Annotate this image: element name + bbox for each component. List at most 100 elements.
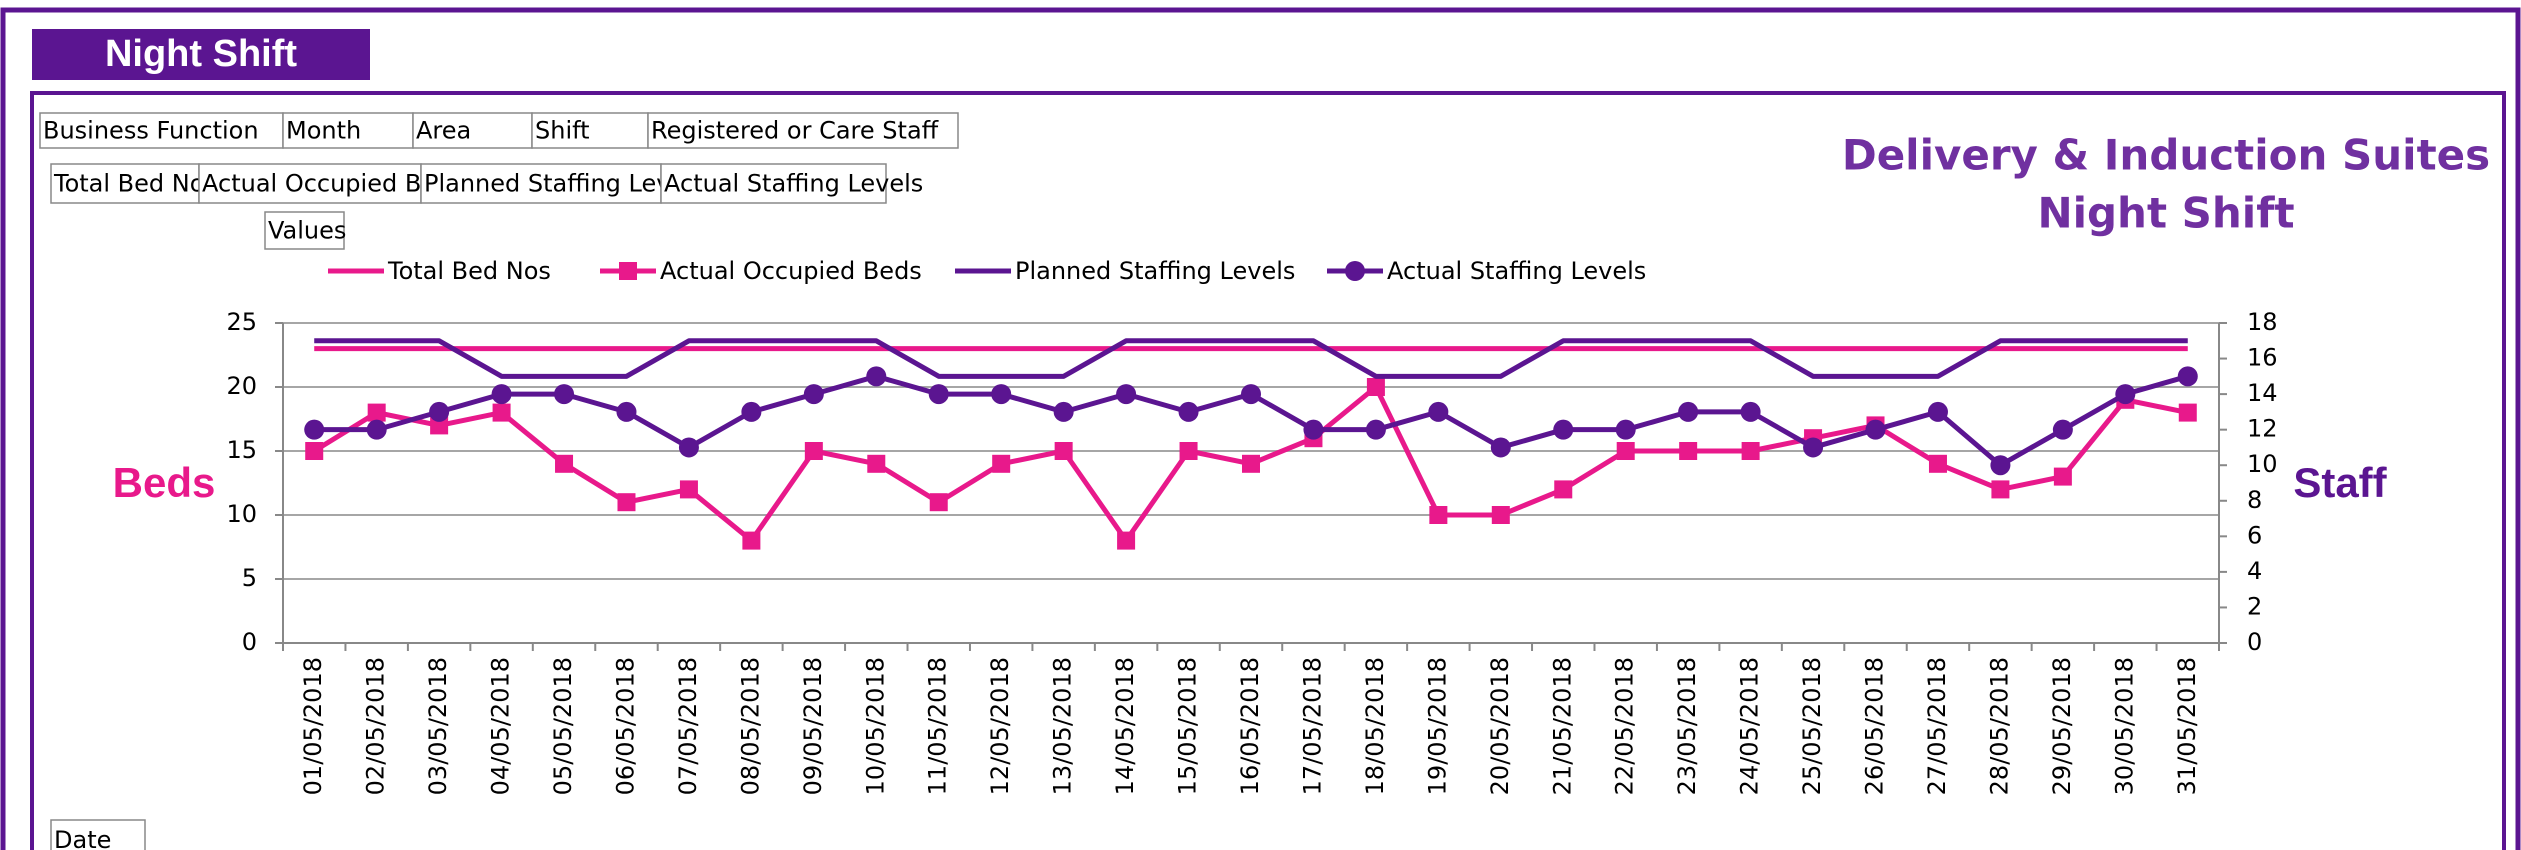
data-point <box>1053 401 1074 422</box>
data-point <box>555 454 574 473</box>
data-point <box>1740 401 1761 422</box>
x-tick-label: 16/05/2018 <box>1236 657 1264 795</box>
legend-label: Planned Staffing Levels <box>1015 257 1295 285</box>
data-point <box>1303 419 1324 440</box>
data-point <box>1365 419 1386 440</box>
data-point <box>1615 419 1636 440</box>
value-button <box>420 163 662 204</box>
x-tick-label: 14/05/2018 <box>1111 657 1139 795</box>
x-tick-label: 08/05/2018 <box>736 657 764 795</box>
data-point <box>367 403 386 422</box>
filter-button <box>647 112 959 149</box>
data-point <box>803 384 824 405</box>
value-button-label: Total Bed Nos <box>53 170 217 198</box>
axis-button <box>50 819 146 850</box>
x-tick-label: 12/05/2018 <box>986 657 1014 795</box>
x-tick-label: 11/05/2018 <box>924 657 952 795</box>
data-point <box>430 416 449 435</box>
data-point <box>1991 480 2010 499</box>
y2-tick-label: 0 <box>2247 628 2262 656</box>
x-tick-label: 10/05/2018 <box>861 657 889 795</box>
data-point <box>1242 454 1260 473</box>
data-point <box>742 531 761 550</box>
data-point <box>1241 384 1261 405</box>
data-point <box>429 401 450 422</box>
x-tick-label: 20/05/2018 <box>1486 657 1514 795</box>
data-point <box>617 493 636 512</box>
y-tick-label: 0 <box>242 628 257 656</box>
data-point <box>491 384 512 405</box>
data-point <box>1429 506 1448 524</box>
data-point <box>741 401 762 422</box>
x-tick-label: 06/05/2018 <box>611 657 639 795</box>
data-point <box>1553 419 1574 440</box>
x-tick-label: 25/05/2018 <box>1798 657 1826 795</box>
y2-tick-label: 6 <box>2247 521 2262 549</box>
filter-button-label: Area <box>416 117 471 145</box>
x-tick-label: 21/05/2018 <box>1548 657 1576 795</box>
legend-label: Total Bed Nos <box>387 257 551 285</box>
data-point <box>492 403 511 422</box>
data-point <box>366 419 387 440</box>
x-tick-label: 31/05/2018 <box>2173 657 2201 795</box>
chart-title: Delivery & Induction Suites <box>1842 131 2490 180</box>
data-point <box>304 419 325 440</box>
y-tick-label: 5 <box>242 564 257 592</box>
x-tick-label: 02/05/2018 <box>362 657 390 795</box>
data-point <box>929 493 948 512</box>
legend-marker <box>619 262 637 280</box>
y-tick-label: 15 <box>226 436 257 464</box>
data-point <box>1117 531 1136 550</box>
data-point <box>1116 384 1137 405</box>
x-tick-label: 17/05/2018 <box>1298 657 1326 795</box>
x-tick-label: 04/05/2018 <box>487 657 515 795</box>
data-point <box>554 384 575 405</box>
y2-axis-label: Staff <box>2293 459 2387 506</box>
x-tick-label: 18/05/2018 <box>1361 657 1389 795</box>
filter-button-label: Shift <box>535 117 590 145</box>
x-tick-label: 28/05/2018 <box>1985 657 2013 795</box>
data-point <box>1616 442 1635 460</box>
header: Night Shift <box>105 33 297 75</box>
x-tick-label: 22/05/2018 <box>1611 657 1639 795</box>
values-button <box>264 211 345 250</box>
legend-label: Actual Staffing Levels <box>1387 257 1646 285</box>
x-tick-label: 13/05/2018 <box>1049 657 1077 795</box>
data-point <box>1428 401 1449 422</box>
data-point <box>679 480 698 499</box>
header-badge <box>32 29 370 80</box>
x-tick-label: 23/05/2018 <box>1673 657 1701 795</box>
data-point <box>1554 480 1573 499</box>
data-point <box>2177 366 2198 387</box>
data-point <box>1054 442 1073 460</box>
value-button-label: Actual Staffing Levels <box>664 170 923 198</box>
values-button-label: Values <box>268 217 346 245</box>
outer-frame <box>0 7 2521 850</box>
data-point <box>928 384 949 405</box>
data-point <box>2052 419 2073 440</box>
data-point <box>678 437 699 458</box>
data-point <box>866 366 887 387</box>
y2-tick-label: 16 <box>2247 344 2278 372</box>
y2-tick-label: 12 <box>2247 415 2278 443</box>
y2-tick-label: 14 <box>2247 379 2278 407</box>
x-tick-label: 01/05/2018 <box>299 657 327 795</box>
y2-tick-label: 18 <box>2247 308 2278 336</box>
x-tick-label: 09/05/2018 <box>799 657 827 795</box>
series-line <box>314 338 2188 379</box>
legend-marker <box>1345 261 1365 281</box>
data-point <box>2115 384 2136 405</box>
filter-button-label: Business Function <box>43 117 259 145</box>
y2-tick-label: 10 <box>2247 450 2278 478</box>
x-tick-label: 26/05/2018 <box>1861 657 1889 795</box>
filter-button <box>39 112 284 149</box>
x-tick-label: 03/05/2018 <box>424 657 452 795</box>
data-point <box>616 401 637 422</box>
data-point <box>804 442 823 460</box>
chart-subtitle: Night Shift <box>2037 189 2294 238</box>
data-point <box>305 442 324 460</box>
filter-button-label: Month <box>286 117 361 145</box>
data-point <box>992 454 1011 473</box>
value-button-label: Planned Staffing Levels <box>424 170 704 198</box>
